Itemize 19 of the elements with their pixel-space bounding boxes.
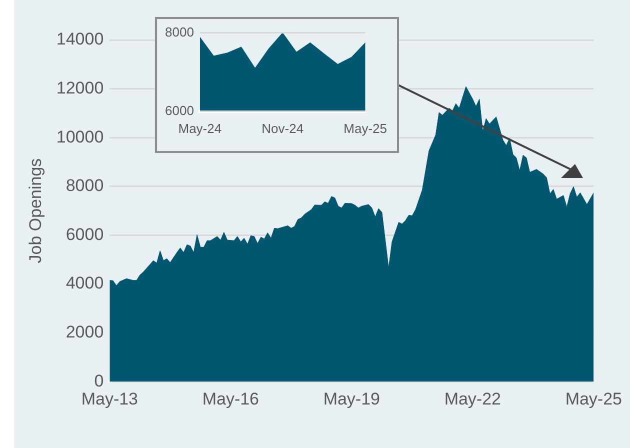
- y-axis-title: Job Openings: [26, 158, 45, 264]
- y-tick-label: 4000: [66, 274, 104, 293]
- x-tick-label: May-24: [178, 120, 222, 136]
- y-tick-label: 8000: [66, 176, 104, 196]
- y-tick-label: 14000: [56, 30, 104, 49]
- x-tick-label: May-19: [323, 389, 380, 408]
- x-tick-label: May-13: [81, 389, 138, 408]
- y-tick-label: 6000: [165, 102, 194, 118]
- x-tick-label: May-22: [444, 389, 502, 408]
- y-tick-label: 10000: [56, 127, 104, 146]
- x-tick-label: Nov-24: [262, 120, 304, 136]
- y-tick-label: 8000: [165, 24, 194, 40]
- y-tick-label: 2000: [66, 322, 104, 342]
- y-tick-label: 0: [94, 371, 104, 390]
- x-tick-label: May-25: [565, 389, 622, 408]
- y-tick-label: 6000: [66, 224, 104, 244]
- y-tick-label: 12000: [56, 78, 104, 98]
- x-tick-label: May-16: [202, 389, 260, 408]
- x-tick-label: May-25: [344, 120, 388, 136]
